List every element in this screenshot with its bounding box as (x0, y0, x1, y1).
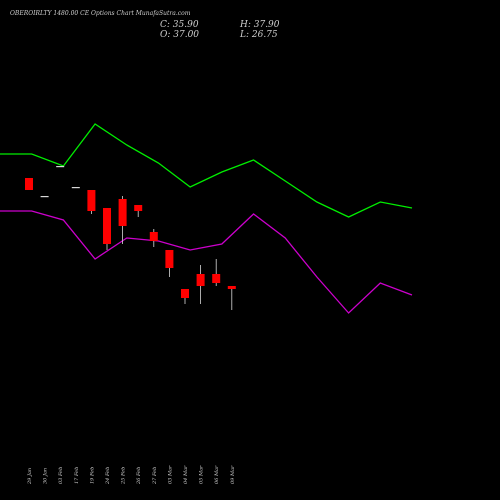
x-tick-label: 03 Feb (58, 467, 64, 484)
x-tick-label: 17 Feb (74, 467, 80, 484)
candle (181, 289, 189, 304)
x-tick-label: 30 Jan (43, 468, 49, 484)
candle-body (87, 190, 96, 211)
candle (118, 196, 127, 244)
candle (103, 208, 111, 250)
chart-title: OBEROIRLTY 1480.00 CE Options Chart Muna… (10, 10, 191, 17)
x-tick-label: 25 Feb (121, 467, 127, 485)
x-tick-label: 24 Feb (105, 467, 111, 485)
candle-body (149, 232, 158, 241)
x-tick-label: 03 Mar (167, 465, 173, 484)
candle (165, 250, 174, 277)
candle-body (181, 289, 189, 298)
candle (196, 265, 205, 304)
x-tick-label: 26 Feb (136, 467, 142, 485)
candle (149, 229, 158, 247)
candle-body (196, 274, 205, 286)
close-label: C: 35.90 (160, 20, 199, 30)
candle (227, 286, 236, 310)
open-label: O: 37.00 (160, 30, 200, 40)
x-tick-label: 19 Feb (89, 467, 95, 484)
candle (71, 187, 80, 189)
candle-body (103, 208, 111, 244)
candle-body (40, 196, 49, 198)
candle (25, 178, 33, 190)
candle-body (165, 250, 174, 268)
candle (134, 205, 143, 217)
x-tick-label: 09 Mar (230, 465, 236, 484)
series-line-1 (0, 123, 413, 218)
candle (87, 190, 96, 214)
low-label: L: 26.75 (240, 30, 278, 40)
candle-body (25, 178, 33, 190)
x-tick-label: 04 Mar (183, 465, 189, 484)
candle-body (71, 187, 80, 189)
candle-body (134, 205, 143, 211)
x-tick-label: 06 Mar (214, 465, 220, 484)
candle-body (56, 166, 65, 168)
candle (40, 196, 49, 198)
candle-body (118, 199, 127, 226)
candle-body (227, 286, 236, 289)
x-tick-label: 05 Mar (199, 465, 205, 484)
series-line-2 (0, 210, 413, 314)
x-tick-label: 29 Jan (27, 468, 33, 485)
candle-body (212, 274, 221, 283)
high-label: H: 37.90 (240, 20, 280, 30)
candle (212, 259, 221, 286)
x-tick-label: 27 Feb (152, 467, 158, 485)
candle (56, 166, 65, 168)
